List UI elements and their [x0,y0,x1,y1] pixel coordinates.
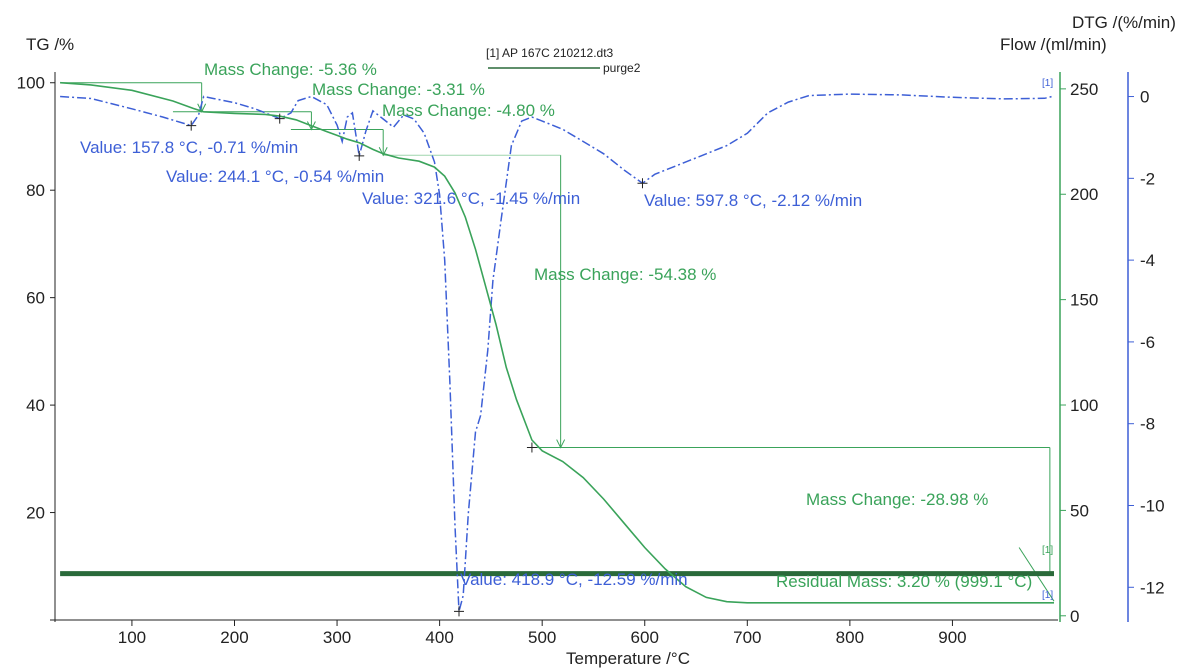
tg-tick-label: 60 [26,289,45,308]
peak-value-2: Value: 244.1 °C, -0.54 %/min [166,167,384,186]
x-tick-label: 400 [425,628,453,647]
dtg-peak-marker [354,150,365,161]
dtg-peak-marker [637,178,648,189]
tg-step-marker [526,442,537,453]
tg-tick-label: 20 [26,504,45,523]
guide-arrowhead [378,147,388,157]
legend-series: purge2 [603,61,641,75]
tg-tick-label: 40 [26,396,45,415]
tg-axis-ticks: 20 40 60 80 100 [17,74,55,523]
flow-tick-label: 0 [1070,607,1079,626]
mass-change-4: Mass Change: -54.38 % [534,265,716,284]
x-tick-label: 300 [323,628,351,647]
tg-axis-title: TG /% [26,35,74,54]
mass-change-2: Mass Change: -3.31 % [312,80,485,99]
tg-tick-label: 100 [17,74,45,93]
peak-markers [186,113,648,617]
residual-mass: Residual Mass: 3.20 % (999.1 °C) [776,572,1032,591]
guide-arrowhead [556,439,566,449]
annotation-guides [60,82,1055,602]
peak-value-5: Value: 418.9 °C, -12.59 %/min [460,570,688,589]
flow-tick-label: 100 [1070,396,1098,415]
flow-tick-label: 150 [1070,291,1098,310]
x-tick-label: 700 [733,628,761,647]
flow-axis-ticks: 0 50 100 150 200 250 [1060,80,1098,626]
flow-tick-label: 50 [1070,501,1089,520]
dtg-axis-ticks: 0 -2 -4 -6 -8 -10 -12 [1128,88,1165,597]
curve-marker-3: [1] [1042,590,1053,601]
dtg-tick-label: 0 [1140,88,1149,107]
flow-axis-title: Flow /(ml/min) [1000,35,1107,54]
x-axis-title: Temperature /°C [566,649,690,668]
dtg-peak-marker [186,120,197,131]
peak-value-3: Value: 321.6 °C, -1.45 %/min [362,189,580,208]
x-tick-label: 100 [118,628,146,647]
dtg-tick-label: -6 [1140,333,1155,352]
mass-change-3: Mass Change: -4.80 % [382,101,555,120]
dtg-tick-label: -8 [1140,415,1155,434]
x-axis-ticks: 100 200 300 400 500 600 700 800 900 [118,620,967,647]
dtg-tick-label: -4 [1140,251,1155,270]
mass-change-1: Mass Change: -5.36 % [204,60,377,79]
dtg-axis-title: DTG /(%/min) [1072,13,1176,32]
dtg-peak-marker [274,113,285,124]
mass-change-5: Mass Change: -28.98 % [806,490,988,509]
peak-value-4: Value: 597.8 °C, -2.12 %/min [644,191,862,210]
tg-line [60,81,1054,604]
x-tick-label: 500 [528,628,556,647]
x-tick-label: 900 [938,628,966,647]
x-tick-label: 800 [836,628,864,647]
curve-marker-2: [1] [1042,545,1053,556]
x-tick-label: 200 [220,628,248,647]
dtg-tick-label: -12 [1140,578,1165,597]
dtg-tick-label: -10 [1140,496,1165,515]
dtg-peak-marker [454,606,464,617]
legend-file: [1] AP 167C 210212.dt3 [486,46,614,60]
dtg-tick-label: -2 [1140,169,1155,188]
flow-tick-label: 200 [1070,185,1098,204]
tg-tick-label: 80 [26,181,45,200]
x-tick-label: 600 [631,628,659,647]
curve-marker-1: [1] [1042,78,1053,89]
flow-tick-label: 250 [1070,80,1098,99]
peak-value-1: Value: 157.8 °C, -0.71 %/min [80,138,298,157]
